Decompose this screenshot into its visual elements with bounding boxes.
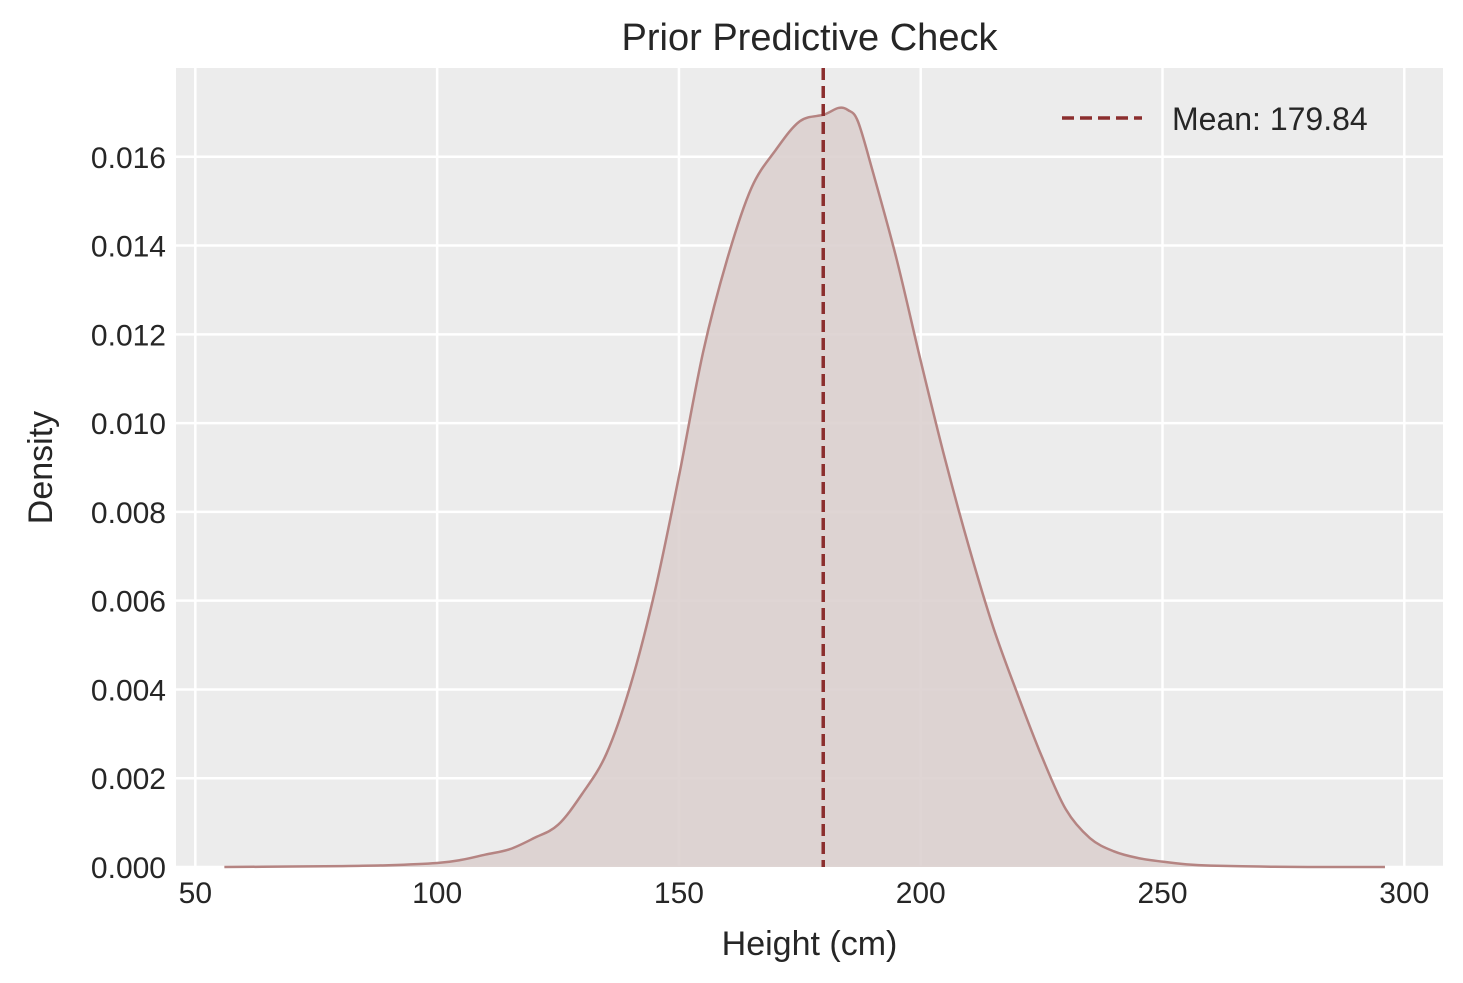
- x-tick-label: 50: [179, 877, 212, 910]
- chart-title: Prior Predictive Check: [622, 17, 999, 59]
- x-tick-label: 250: [1137, 877, 1187, 910]
- density-area-layer: [224, 106, 1385, 869]
- density-curve: [224, 106, 1385, 869]
- y-tick-label: 0.008: [91, 497, 166, 530]
- x-tick-label: 150: [654, 877, 704, 910]
- y-axis-ticks: 0.000 0.002 0.004 0.006 0.008 0.010 0.012 0.014…: [91, 142, 166, 885]
- y-tick-label: 0.014: [91, 231, 166, 264]
- legend: Mean: 179.84: [1062, 101, 1368, 137]
- y-tick-label: 0.002: [91, 763, 166, 796]
- y-tick-label: 0.010: [91, 408, 166, 441]
- y-tick-label: 0.016: [91, 142, 166, 175]
- density-fill-area: [224, 107, 1385, 868]
- x-axis-ticks: 50 100 150 200 250 300: [179, 877, 1430, 910]
- x-tick-label: 100: [412, 877, 462, 910]
- x-tick-label: 200: [896, 877, 946, 910]
- x-tick-label: 300: [1379, 877, 1429, 910]
- y-tick-label: 0.006: [91, 586, 166, 619]
- y-axis-title: Density: [22, 411, 60, 524]
- legend-label: Mean: 179.84: [1172, 101, 1368, 137]
- y-tick-label: 0.000: [91, 852, 166, 885]
- y-tick-label: 0.004: [91, 674, 166, 707]
- y-tick-label: 0.012: [91, 319, 166, 352]
- x-axis-title: Height (cm): [722, 925, 898, 963]
